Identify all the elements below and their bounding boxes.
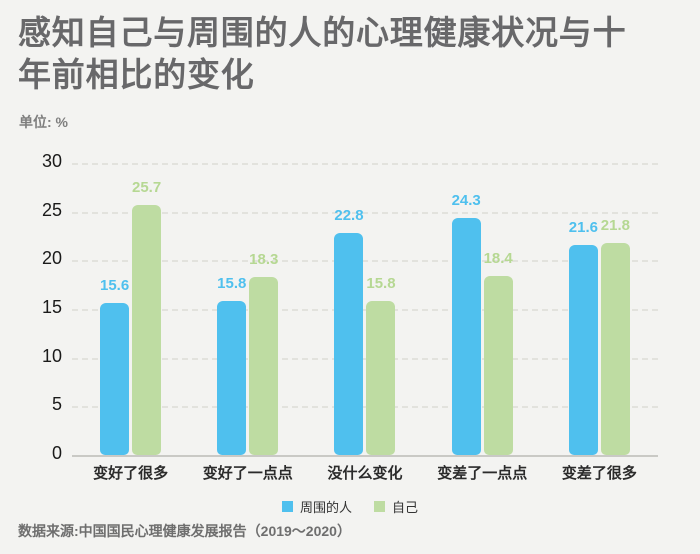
value-label-周围的人-变好了很多: 15.6: [99, 277, 130, 295]
y-tick-10: 10: [41, 345, 62, 366]
category-label-5: 变差了很多: [561, 465, 637, 482]
value-label-自己-变好了很多: 25.7: [131, 178, 162, 196]
x-axis-labels: 变好了很多 变好了一点点 没什么变化 变差了一点点 变差了很多: [72, 462, 658, 483]
legend: 周围的人 自己: [0, 497, 700, 516]
legend-swatch-自己: [374, 501, 385, 512]
value-label-周围的人-变差了一点点: 24.3: [451, 192, 481, 210]
bar-自己-变好了很多: 25.7: [132, 179, 161, 455]
legend-swatch-周围的人: [281, 501, 293, 512]
category-label-1: 变好了很多: [93, 465, 169, 482]
value-label-周围的人-没什么变化: 22.8: [334, 207, 364, 225]
data-source: 数据来源:中国国民心理健康发展报告（2019～2020）: [18, 523, 351, 539]
gridline-25: [72, 211, 658, 214]
gridline-5: [72, 406, 658, 409]
value-label-自己-变差了一点点: 18.4: [483, 249, 513, 267]
y-tick-25: 25: [41, 199, 62, 220]
y-tick-5: 5: [51, 394, 62, 415]
value-label-自己-没什么变化: 15.8: [366, 275, 396, 293]
bar-自己-变好了一点点: 18.3: [249, 251, 278, 455]
y-tick-30: 30: [41, 151, 62, 171]
legend-label-自己: 自己: [392, 500, 419, 515]
y-tick-15: 15: [41, 297, 62, 317]
category-label-3: 没什么变化: [327, 465, 403, 482]
bar-group-4: 24.3 18.4: [424, 163, 541, 455]
value-label-周围的人-变好了一点点: 15.8: [217, 275, 247, 293]
bar-group-1: 15.6 25.7: [72, 163, 189, 455]
bar-周围的人-变好了很多: 15.6: [100, 277, 129, 455]
category-label-2: 变好了一点点: [202, 465, 293, 482]
plot-area: 0 5 10 15 20 25 30 15.6 25.7 15.8 18.3 22.8 15.8 24.3…: [42, 151, 658, 463]
bar-自己-没什么变化: 15.8: [366, 275, 396, 455]
bar-group-5: 21.6 21.8: [541, 163, 658, 455]
gridline-10: [72, 357, 658, 360]
gridline-30: [72, 163, 658, 165]
bar-自己-变差了很多: 21.8: [601, 217, 630, 455]
category-label-4: 变差了一点点: [437, 465, 528, 482]
y-tick-20: 20: [41, 248, 62, 269]
chart-title: 感知自己与周围的人的心理健康状况与十年前相比的变化: [18, 14, 627, 94]
value-label-自己-变好了一点点: 18.3: [249, 250, 279, 268]
value-label-周围的人-变差了很多: 21.6: [568, 218, 598, 236]
bar-周围的人-变好了一点点: 15.8: [217, 275, 246, 455]
value-label-自己-变差了很多: 21.8: [600, 216, 630, 234]
bar-group-3: 22.8 15.8: [306, 163, 423, 455]
gridline-20: [72, 260, 658, 263]
legend-label-周围的人: 周围的人: [299, 500, 352, 515]
bar-周围的人-没什么变化: 22.8: [334, 207, 364, 455]
bar-周围的人-变差了一点点: 24.3: [452, 192, 481, 455]
legend-item-自己: 自己: [374, 497, 418, 516]
y-tick-0: 0: [51, 443, 62, 463]
bar-自己-变差了一点点: 18.4: [484, 250, 513, 455]
bar-group-2: 15.8 18.3: [189, 163, 306, 455]
gridline-15: [72, 309, 658, 311]
unit-label: 单位: %: [19, 114, 68, 130]
legend-item-周围的人: 周围的人: [281, 497, 352, 516]
bar-周围的人-变差了很多: 21.6: [569, 219, 598, 455]
